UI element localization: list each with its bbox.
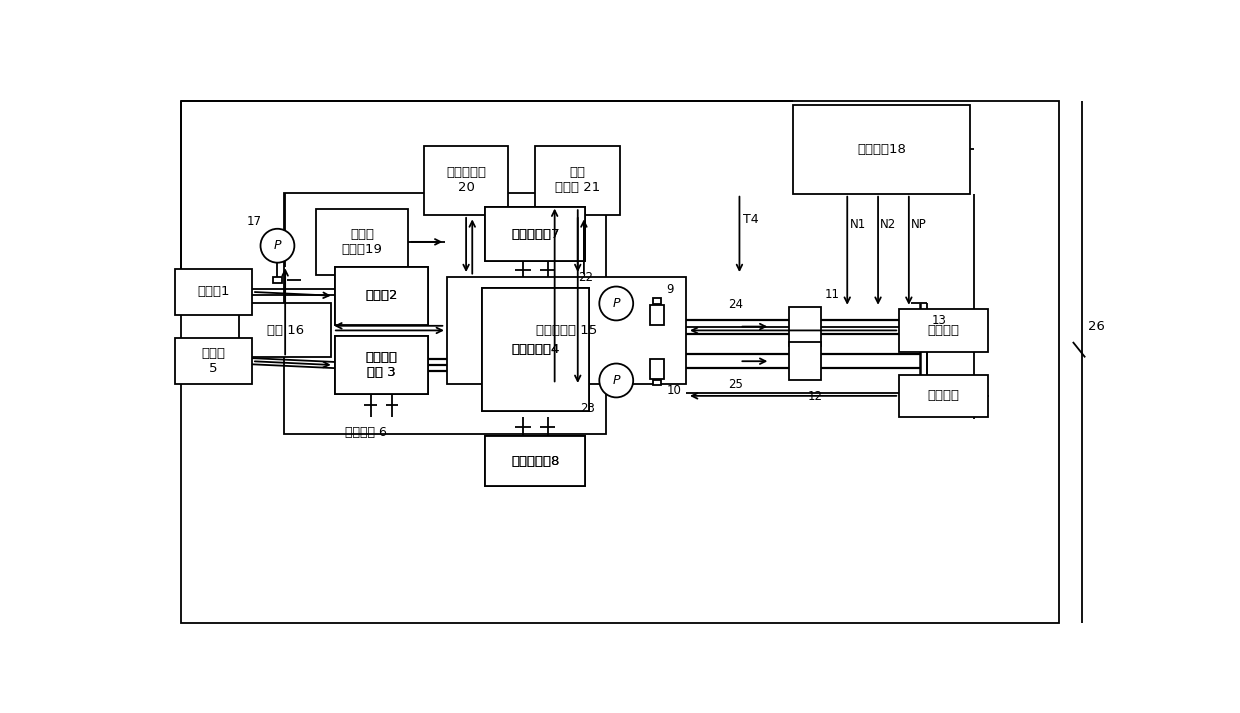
- Text: N1: N1: [849, 218, 866, 231]
- Text: 24: 24: [728, 298, 743, 311]
- Text: 25: 25: [728, 378, 743, 391]
- Bar: [481, 288, 589, 411]
- Text: P: P: [274, 240, 281, 252]
- Circle shape: [599, 364, 634, 397]
- Text: 燃油分配器4: 燃油分配器4: [511, 343, 559, 356]
- Text: 燃油分配器4: 燃油分配器4: [511, 343, 559, 356]
- Text: 齿轮泵2: 齿轮泵2: [365, 289, 398, 302]
- Bar: [424, 145, 508, 215]
- Bar: [485, 436, 585, 486]
- Text: 26: 26: [1089, 320, 1105, 333]
- Bar: [899, 309, 988, 352]
- Text: 油门杆
传感器19: 油门杆 传感器19: [342, 228, 383, 256]
- Bar: [650, 359, 663, 379]
- Text: T4: T4: [743, 213, 758, 226]
- Circle shape: [599, 287, 634, 320]
- Text: 停车电磁阀8: 停车电磁阀8: [511, 455, 559, 468]
- Text: 11: 11: [825, 288, 839, 301]
- Bar: [485, 436, 585, 486]
- Text: 齿轮泵2: 齿轮泵2: [365, 289, 398, 302]
- Bar: [335, 267, 428, 324]
- Text: 燃气轮机18: 燃气轮机18: [858, 143, 906, 156]
- Bar: [175, 338, 252, 384]
- Bar: [650, 305, 663, 324]
- Text: 电机 16: 电机 16: [267, 324, 304, 337]
- Text: 9: 9: [666, 284, 673, 297]
- Bar: [335, 337, 428, 394]
- Text: 数据转换: 数据转换: [928, 389, 960, 402]
- Text: 燃油箱
5: 燃油箱 5: [202, 347, 226, 375]
- Text: 停车电磁阀8: 停车电磁阀8: [511, 455, 559, 468]
- Bar: [789, 307, 821, 346]
- Text: 监控计算机
20: 监控计算机 20: [446, 166, 486, 194]
- Bar: [485, 207, 585, 261]
- Text: 步进电机 6: 步进电机 6: [345, 426, 387, 439]
- Bar: [335, 337, 428, 394]
- Bar: [653, 380, 661, 386]
- Text: 数据转换: 数据转换: [928, 324, 960, 337]
- Bar: [446, 277, 686, 384]
- Text: 22: 22: [578, 271, 593, 284]
- Text: 13: 13: [932, 314, 947, 327]
- Text: NP: NP: [911, 218, 928, 231]
- Bar: [789, 342, 821, 381]
- Bar: [899, 375, 988, 417]
- Text: 停车电磁阀7: 停车电磁阀7: [511, 227, 559, 241]
- Text: 燃油计量
装置 3: 燃油计量 装置 3: [366, 351, 397, 379]
- Circle shape: [260, 229, 294, 262]
- Text: P: P: [613, 374, 620, 387]
- Text: 试验
操纵盒 21: 试验 操纵盒 21: [556, 166, 600, 194]
- Text: 电子控制柜 15: 电子控制柜 15: [536, 324, 596, 337]
- Text: 10: 10: [666, 384, 681, 396]
- Bar: [316, 209, 408, 275]
- Bar: [284, 193, 606, 434]
- Text: 停车电磁阀7: 停车电磁阀7: [511, 227, 559, 241]
- Bar: [175, 269, 252, 315]
- Bar: [273, 277, 281, 282]
- Bar: [239, 304, 331, 357]
- Text: 增压泵1: 增压泵1: [197, 285, 229, 299]
- Text: 17: 17: [247, 215, 262, 227]
- Bar: [481, 288, 589, 411]
- Bar: [335, 267, 428, 324]
- Bar: [653, 299, 661, 304]
- Bar: [794, 106, 971, 194]
- Text: P: P: [613, 297, 620, 310]
- Bar: [536, 145, 620, 215]
- Bar: [485, 207, 585, 261]
- Text: 燃油计量
装置 3: 燃油计量 装置 3: [366, 351, 397, 379]
- Text: 23: 23: [580, 402, 595, 416]
- Text: N2: N2: [880, 218, 897, 231]
- Text: 12: 12: [807, 390, 822, 403]
